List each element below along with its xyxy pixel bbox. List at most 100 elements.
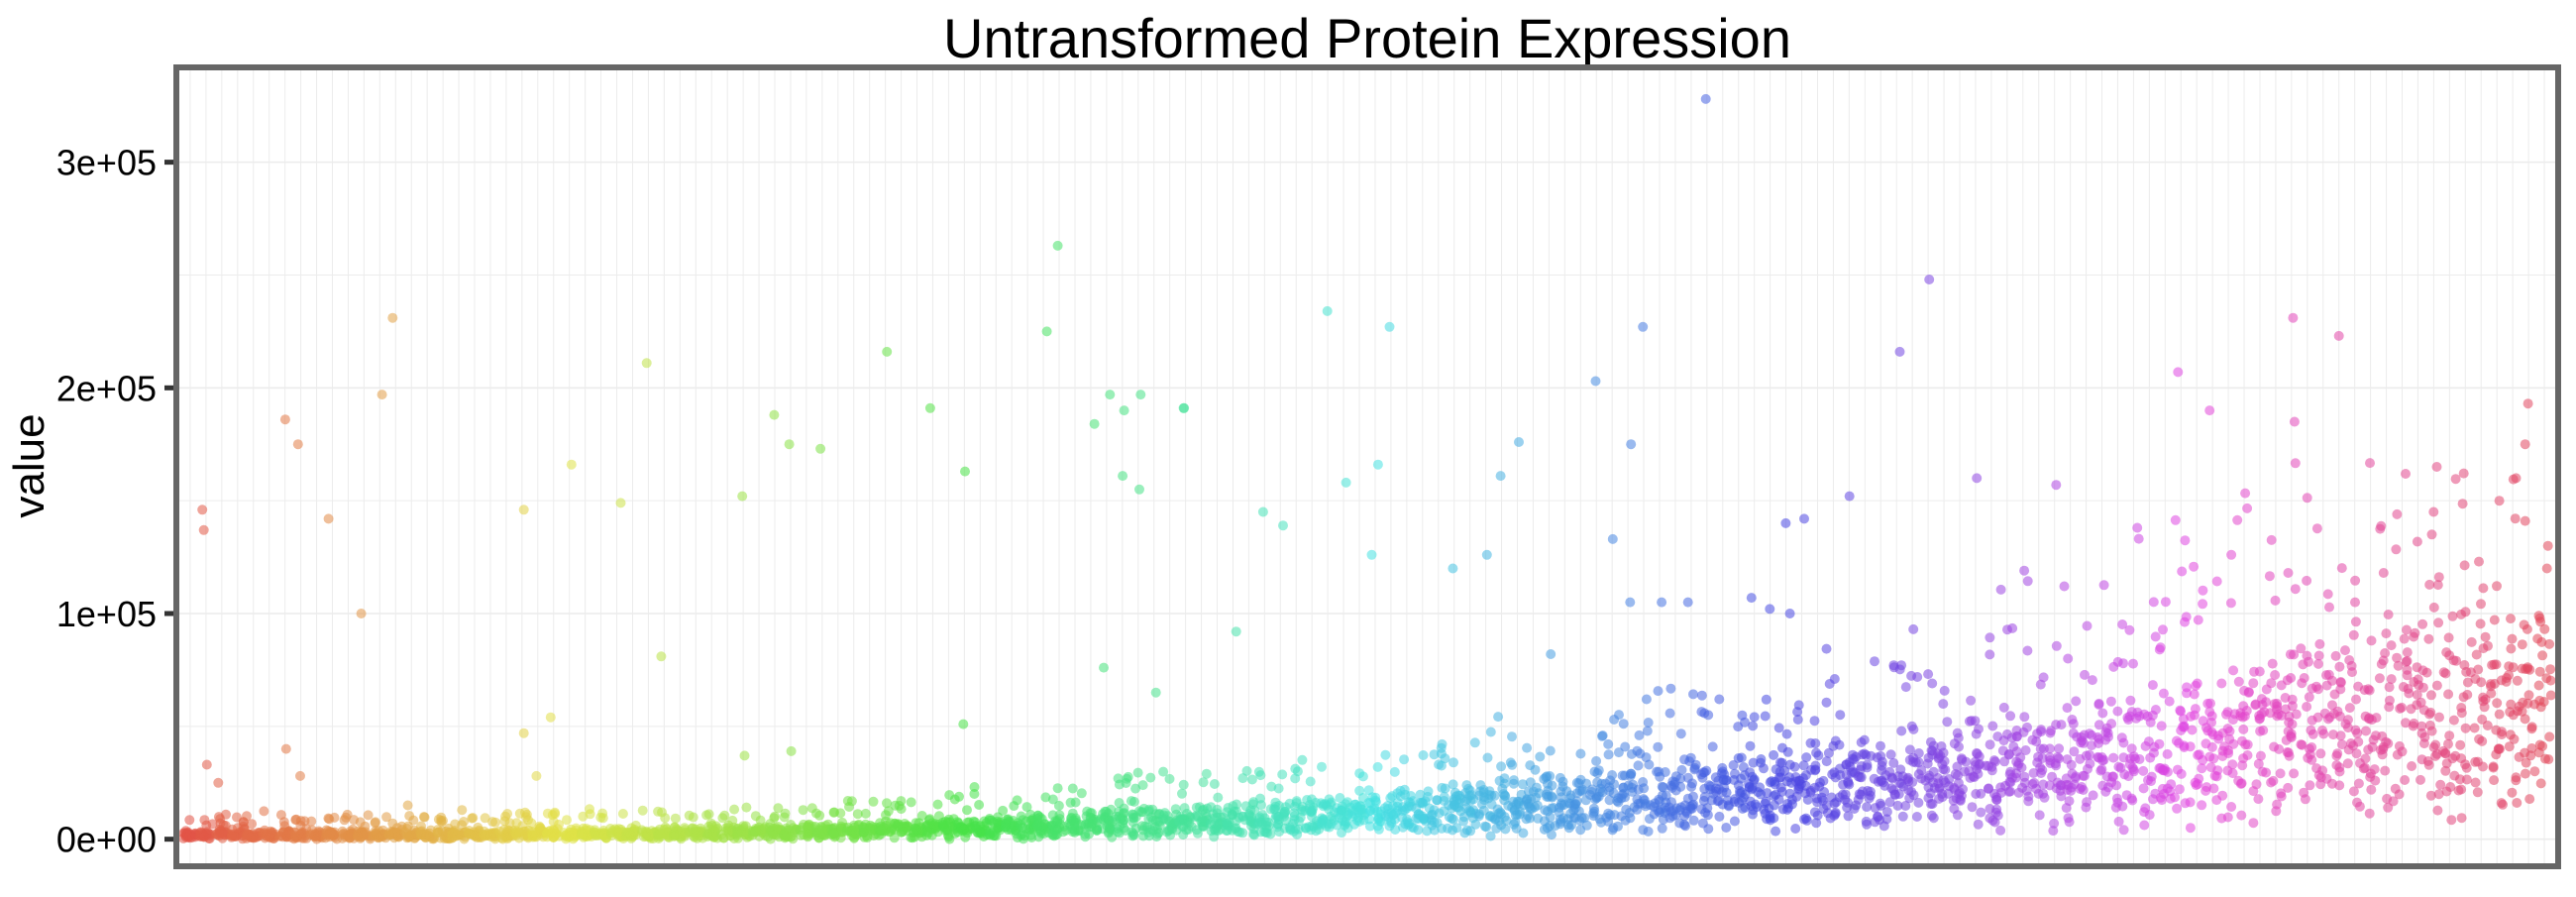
data-point <box>1363 785 1374 796</box>
data-point <box>404 811 415 822</box>
data-point <box>1906 670 1917 681</box>
data-point <box>2489 615 2500 625</box>
data-point <box>1458 812 1469 823</box>
data-point <box>2504 741 2515 752</box>
data-point <box>387 312 398 323</box>
data-point <box>2067 715 2078 725</box>
data-point <box>2425 707 2436 718</box>
data-point <box>2125 695 2136 706</box>
data-point <box>1782 746 1793 757</box>
data-point <box>1206 802 1217 813</box>
data-point <box>2022 645 2033 656</box>
data-point <box>2022 576 2033 587</box>
data-point <box>1973 819 1984 830</box>
data-point <box>1745 767 1756 778</box>
data-point <box>1908 623 1919 634</box>
data-point <box>2145 752 2156 763</box>
data-point <box>2064 817 2075 828</box>
data-point <box>1634 729 1645 740</box>
data-point <box>2428 742 2439 752</box>
data-point <box>1436 760 1447 771</box>
data-point <box>2111 793 2122 804</box>
data-point <box>639 832 649 842</box>
data-point <box>1535 751 1546 762</box>
data-point <box>2544 731 2555 742</box>
data-point <box>2335 684 2346 695</box>
data-point <box>2478 696 2489 707</box>
data-point <box>2140 740 2151 751</box>
data-point <box>1448 779 1458 790</box>
data-point <box>2280 704 2291 715</box>
data-point <box>655 824 665 835</box>
data-point <box>2478 643 2489 654</box>
data-point <box>1177 788 1187 799</box>
data-point <box>266 828 276 839</box>
data-point <box>2322 589 2333 600</box>
data-point <box>2428 506 2439 517</box>
data-point <box>958 719 969 729</box>
data-point <box>2440 765 2451 776</box>
data-point <box>2132 522 2143 533</box>
data-point <box>2107 771 2118 782</box>
data-point <box>2187 725 2198 735</box>
data-point <box>2371 713 2382 724</box>
data-point <box>2078 770 2089 781</box>
data-point <box>1573 806 1584 817</box>
data-point <box>2267 658 2278 669</box>
data-point <box>1603 808 1614 819</box>
data-point <box>2238 724 2249 734</box>
data-point <box>1150 687 1161 698</box>
data-point <box>1811 747 1822 758</box>
data-point <box>1547 792 1557 803</box>
data-point <box>2473 664 2484 675</box>
data-point <box>1123 771 1133 782</box>
data-point <box>1745 740 1756 751</box>
data-point <box>1712 796 1723 807</box>
data-point <box>1246 812 1257 823</box>
data-point <box>2193 749 2203 760</box>
data-point <box>221 809 231 820</box>
data-point <box>1998 702 2009 713</box>
data-point <box>1322 305 1333 316</box>
data-point <box>1953 732 1964 743</box>
data-point <box>2304 692 2314 703</box>
data-point <box>480 813 490 824</box>
data-point <box>1130 783 1141 794</box>
data-point <box>2460 759 2471 770</box>
data-point <box>1892 771 1903 782</box>
data-point <box>2036 725 2047 735</box>
data-point <box>1810 764 1821 775</box>
data-point <box>2332 706 2343 717</box>
data-point <box>1522 742 1533 753</box>
data-point <box>1737 710 1748 721</box>
data-point <box>1436 748 1447 759</box>
data-point <box>1728 760 1739 770</box>
data-point <box>1811 818 1822 829</box>
data-point <box>2297 678 2308 689</box>
data-point <box>2491 725 2502 735</box>
data-point <box>1748 757 1759 768</box>
data-point <box>2453 785 2464 796</box>
data-point <box>1575 748 1586 759</box>
data-point <box>2401 469 2411 479</box>
data-point <box>1928 740 1939 751</box>
data-point <box>2113 816 2124 827</box>
data-point <box>2326 778 2337 789</box>
data-point <box>2271 806 2282 817</box>
data-point <box>2520 714 2530 725</box>
data-point <box>2192 678 2202 689</box>
data-point <box>1426 810 1437 821</box>
data-point <box>2351 748 2362 759</box>
data-point <box>2470 674 2481 684</box>
data-point <box>1779 765 1790 776</box>
data-point <box>2423 633 2434 644</box>
data-point <box>2444 730 2455 741</box>
data-point <box>2243 687 2254 698</box>
data-point <box>363 810 374 821</box>
data-point <box>2174 784 2185 795</box>
data-point <box>597 813 608 824</box>
data-point <box>1395 785 1406 796</box>
data-point <box>921 830 932 841</box>
data-point <box>2118 825 2129 836</box>
data-point <box>339 815 350 826</box>
